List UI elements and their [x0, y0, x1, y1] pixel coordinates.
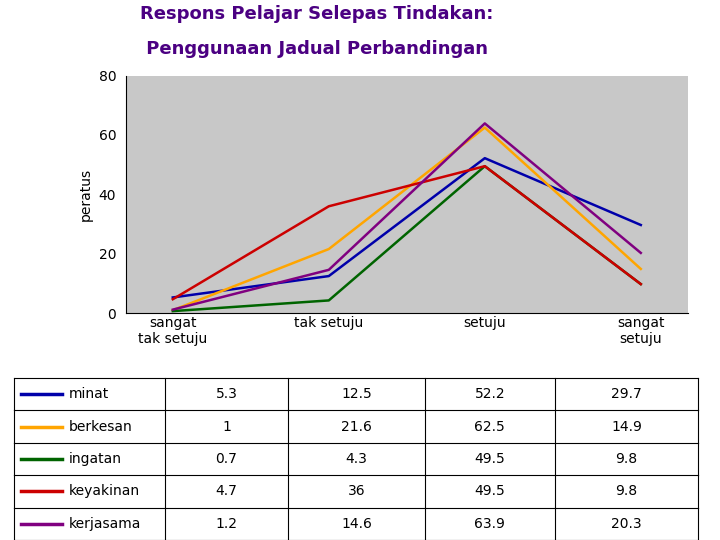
Text: Penggunaan Jadual Perbandingan: Penggunaan Jadual Perbandingan — [140, 40, 488, 58]
Text: 36: 36 — [348, 484, 365, 498]
Text: sangat
setuju: sangat setuju — [617, 316, 665, 346]
Text: sangat
tak setuju: sangat tak setuju — [138, 316, 207, 346]
Text: setuju: setuju — [464, 316, 506, 330]
Text: 12.5: 12.5 — [341, 387, 372, 401]
Text: 20.3: 20.3 — [611, 517, 642, 531]
Text: 63.9: 63.9 — [474, 517, 505, 531]
Text: kerjasama: kerjasama — [69, 517, 142, 531]
Text: 1: 1 — [222, 420, 231, 434]
Text: 29.7: 29.7 — [611, 387, 642, 401]
Text: 5.3: 5.3 — [215, 387, 238, 401]
Text: minat: minat — [69, 387, 109, 401]
Text: keyakinan: keyakinan — [69, 484, 140, 498]
Text: 49.5: 49.5 — [474, 484, 505, 498]
Text: 1.2: 1.2 — [215, 517, 238, 531]
Text: ingatan: ingatan — [69, 452, 122, 466]
Text: berkesan: berkesan — [69, 420, 133, 434]
Y-axis label: peratus: peratus — [79, 168, 93, 221]
Text: tak setuju: tak setuju — [294, 316, 364, 330]
Text: 62.5: 62.5 — [474, 420, 505, 434]
Text: 9.8: 9.8 — [616, 484, 638, 498]
Text: Respons Pelajar Selepas Tindakan:: Respons Pelajar Selepas Tindakan: — [140, 5, 494, 23]
Text: 49.5: 49.5 — [474, 452, 505, 466]
Text: 14.6: 14.6 — [341, 517, 372, 531]
Text: 21.6: 21.6 — [341, 420, 372, 434]
Text: 14.9: 14.9 — [611, 420, 642, 434]
Text: 52.2: 52.2 — [474, 387, 505, 401]
Text: 0.7: 0.7 — [215, 452, 238, 466]
Text: 4.3: 4.3 — [346, 452, 367, 466]
Text: 9.8: 9.8 — [616, 452, 638, 466]
Text: 4.7: 4.7 — [215, 484, 238, 498]
